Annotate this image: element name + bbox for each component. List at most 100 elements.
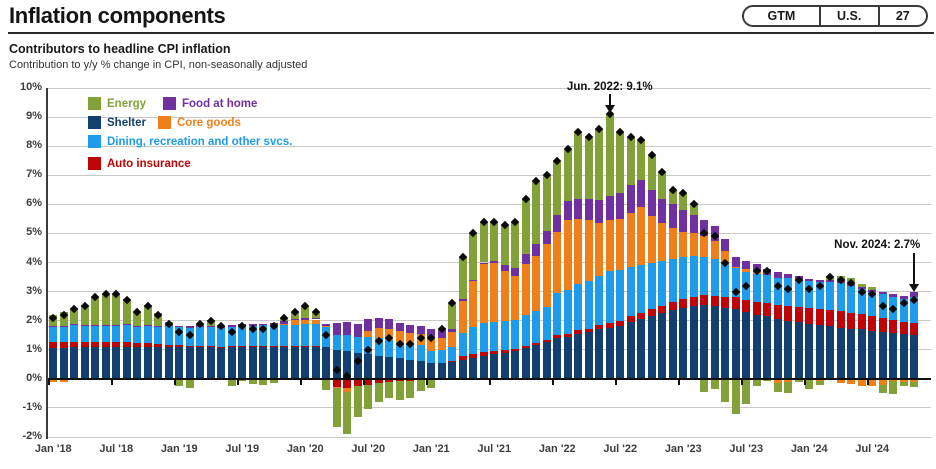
bar-segment xyxy=(584,332,593,379)
bar-segment xyxy=(269,346,278,379)
legend-label: Core goods xyxy=(177,116,241,129)
bar-segment xyxy=(458,256,467,299)
bar-segment xyxy=(574,283,583,331)
bar-segment xyxy=(658,313,667,379)
x-axis-label: Jul '20 xyxy=(351,443,386,455)
bar-segment xyxy=(122,325,131,343)
bar-segment xyxy=(542,175,551,231)
bar-segment xyxy=(752,302,761,315)
bar-segment xyxy=(595,275,604,326)
bar-segment xyxy=(343,388,352,392)
bar-segment xyxy=(59,325,68,327)
bar-segment xyxy=(49,348,58,379)
bar-segment xyxy=(689,214,698,234)
bar-segment xyxy=(584,198,593,221)
bar-segment xyxy=(689,204,698,215)
bar-segment xyxy=(637,264,646,313)
bar-segment xyxy=(626,213,635,267)
bar-segment xyxy=(353,352,362,379)
gridline xyxy=(48,174,931,176)
bar-segment xyxy=(878,331,887,379)
bar-segment xyxy=(721,263,730,297)
bar-segment xyxy=(878,317,887,332)
bar-segment xyxy=(889,319,898,333)
bar-segment xyxy=(605,195,614,221)
x-axis-tick xyxy=(237,379,239,385)
bar-segment xyxy=(511,319,520,349)
bar-segment xyxy=(742,378,751,404)
bar-segment xyxy=(427,380,436,388)
bar-segment xyxy=(217,346,226,379)
bar-segment xyxy=(500,349,509,353)
bar-segment xyxy=(59,326,68,343)
legend-label: Auto insurance xyxy=(107,157,191,170)
x-axis-label: Jan '22 xyxy=(538,443,576,455)
legend-item-dining-recreation: Dining, recreation and other svcs. xyxy=(88,135,292,148)
bar-segment xyxy=(374,317,383,328)
bar-segment xyxy=(899,378,908,383)
bar-segment xyxy=(206,325,215,328)
bar-segment xyxy=(616,326,625,379)
bar-segment xyxy=(626,316,635,323)
bar-segment xyxy=(490,221,499,262)
bar-segment xyxy=(143,305,152,326)
bar-segment xyxy=(364,331,373,338)
bar-segment xyxy=(479,322,488,353)
bar-segment xyxy=(899,321,908,334)
x-axis-tick xyxy=(489,379,491,385)
bar-segment xyxy=(868,378,877,387)
bar-segment xyxy=(374,378,383,384)
bar-segment xyxy=(80,347,89,379)
x-axis-tick xyxy=(552,379,554,385)
bar-segment xyxy=(710,295,719,307)
bar-segment xyxy=(112,324,121,326)
x-axis-label: Jan '20 xyxy=(286,443,324,455)
gridline xyxy=(48,232,931,234)
bar-segment xyxy=(815,381,824,385)
bar-segment xyxy=(101,325,110,326)
bar-segment xyxy=(185,325,194,328)
bar-segment xyxy=(553,335,562,339)
bar-segment xyxy=(101,341,110,347)
bar-segment xyxy=(185,346,194,379)
bar-segment xyxy=(332,378,341,387)
bar-segment xyxy=(416,344,425,362)
bar-segment xyxy=(133,327,142,344)
bar-segment xyxy=(805,379,814,389)
bar-segment xyxy=(563,149,572,202)
bar-segment xyxy=(227,346,236,379)
bar-segment xyxy=(353,386,362,417)
bar-segment xyxy=(521,345,530,349)
bar-segment xyxy=(500,320,509,350)
bar-segment xyxy=(563,336,572,379)
bar-segment xyxy=(143,346,152,379)
bar-segment xyxy=(584,137,593,199)
bar-segment xyxy=(322,325,331,327)
x-axis-label: Jul '23 xyxy=(729,443,764,455)
bar-segment xyxy=(700,294,709,305)
bar-segment xyxy=(217,346,226,348)
bar-segment xyxy=(353,336,362,353)
bar-segment xyxy=(721,378,730,403)
bar-segment xyxy=(710,306,719,379)
bar-segment xyxy=(479,356,488,379)
bar-segment xyxy=(269,379,278,383)
bar-segment xyxy=(647,215,656,263)
bar-segment xyxy=(616,131,625,193)
bar-segment xyxy=(70,308,79,325)
y-axis-label: 2% xyxy=(26,313,42,326)
bar-segment xyxy=(280,346,289,379)
bar-segment xyxy=(616,270,625,322)
bar-segment xyxy=(290,320,299,325)
bar-segment xyxy=(301,346,310,379)
y-axis-label: 6% xyxy=(26,197,42,210)
bar-segment xyxy=(479,352,488,357)
bar-segment xyxy=(175,380,184,386)
bar-segment xyxy=(784,274,793,279)
bar-segment xyxy=(773,378,782,383)
bar-segment xyxy=(626,322,635,379)
bar-segment xyxy=(889,332,898,379)
bar-segment xyxy=(731,297,740,310)
y-axis-label: 9% xyxy=(26,110,42,123)
bar-segment xyxy=(794,279,803,307)
